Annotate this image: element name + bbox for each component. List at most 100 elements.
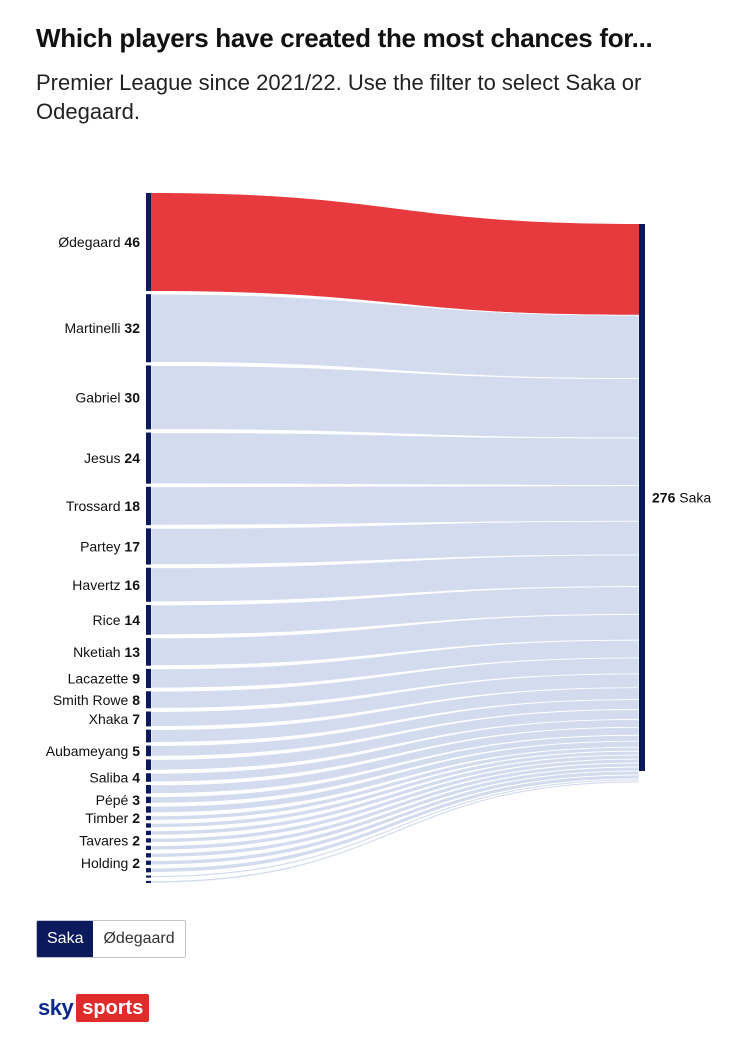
source-node xyxy=(146,745,151,757)
source-label-value: 30 xyxy=(124,389,140,405)
source-label: Jesus 24 xyxy=(84,450,140,466)
flow-link xyxy=(150,780,640,884)
sky-sports-logo: sky sports xyxy=(38,994,150,1022)
player-filter: Saka Ødegaard xyxy=(36,920,186,958)
source-label-name: Trossard xyxy=(66,498,125,514)
source-label-value: 2 xyxy=(132,810,140,826)
source-label-value: 17 xyxy=(124,538,140,554)
source-label-value: 46 xyxy=(124,234,140,250)
source-label-value: 5 xyxy=(132,743,140,759)
source-node xyxy=(146,711,151,727)
source-node xyxy=(146,838,151,843)
filter-button-odegaard[interactable]: Ødegaard xyxy=(93,921,185,957)
source-label: Rice 14 xyxy=(93,612,141,628)
source-node xyxy=(146,875,151,878)
source-label: Ødegaard 46 xyxy=(58,234,140,250)
source-label-value: 18 xyxy=(124,498,140,514)
source-label-name: Holding xyxy=(81,855,132,871)
target-label: 276 Saka xyxy=(652,490,711,506)
source-node xyxy=(146,567,151,602)
source-node xyxy=(146,823,151,828)
source-label-name: Lacazette xyxy=(68,670,133,686)
filter-button-saka[interactable]: Saka xyxy=(37,921,94,957)
source-label-value: 2 xyxy=(132,855,140,871)
target-node xyxy=(639,224,645,771)
source-label-name: Ødegaard xyxy=(58,234,124,250)
flow-link xyxy=(150,485,640,526)
source-node xyxy=(146,880,151,883)
source-label-name: Partey xyxy=(80,538,124,554)
source-label: Lacazette 9 xyxy=(68,670,141,686)
source-label-name: Havertz xyxy=(72,577,124,593)
source-label-value: 8 xyxy=(132,692,140,708)
source-node xyxy=(146,868,151,873)
source-label: Trossard 18 xyxy=(66,498,140,514)
flow-link xyxy=(151,193,639,316)
source-node xyxy=(146,773,151,782)
source-label-name: Jesus xyxy=(84,450,124,466)
source-label-name: Martinelli xyxy=(65,320,125,336)
source-label-name: Saliba xyxy=(89,770,132,786)
source-nodes xyxy=(146,193,151,883)
source-label-value: 2 xyxy=(132,832,140,848)
source-label-value: 14 xyxy=(124,612,140,628)
source-node xyxy=(146,193,151,291)
source-label-name: Smith Rowe xyxy=(53,692,132,708)
source-node xyxy=(146,668,151,689)
source-node xyxy=(146,815,151,821)
source-label: Partey 17 xyxy=(80,538,140,554)
source-label-name: Gabriel xyxy=(75,389,124,405)
source-node xyxy=(146,432,151,484)
source-label: Nketiah 13 xyxy=(73,644,140,660)
source-label: Aubameyang 5 xyxy=(46,743,140,759)
source-label-value: 32 xyxy=(124,320,140,336)
source-label: Saliba 4 xyxy=(89,770,140,786)
source-label-value: 9 xyxy=(132,670,140,686)
source-label-value: 4 xyxy=(132,770,140,786)
source-label-name: Nketiah xyxy=(73,644,124,660)
source-node xyxy=(146,806,151,813)
source-label-name: Timber xyxy=(85,810,132,826)
source-node xyxy=(146,845,151,850)
flow-link xyxy=(150,432,640,487)
source-node xyxy=(146,365,151,430)
logo-sky-text: sky xyxy=(38,995,74,1020)
target-label-name: Saka xyxy=(679,490,711,506)
chart-title: Which players have created the most chan… xyxy=(36,23,653,53)
source-label-name: Tavares xyxy=(79,832,132,848)
source-node xyxy=(146,759,151,771)
source-label: Havertz 16 xyxy=(72,577,140,593)
source-label: Pépé 3 xyxy=(96,792,141,808)
source-node xyxy=(146,830,151,836)
source-node xyxy=(146,691,151,709)
source-label-value: 16 xyxy=(124,577,140,593)
source-node xyxy=(146,605,151,635)
source-label-name: Rice xyxy=(93,612,125,628)
source-node xyxy=(146,796,151,804)
source-node xyxy=(146,486,151,526)
source-label-name: Aubameyang xyxy=(46,743,132,759)
source-node xyxy=(146,784,151,794)
source-label: Timber 2 xyxy=(85,810,140,826)
source-label: Smith Rowe 8 xyxy=(53,692,140,708)
source-label: Tavares 2 xyxy=(79,832,140,848)
source-node xyxy=(146,853,151,858)
source-label-name: Xhaka xyxy=(89,711,133,727)
source-label-value: 24 xyxy=(124,450,140,466)
source-node xyxy=(146,729,151,743)
source-node xyxy=(146,528,151,565)
flows xyxy=(150,193,640,884)
source-label-value: 3 xyxy=(132,792,140,808)
source-node xyxy=(146,294,151,363)
source-label-value: 7 xyxy=(132,711,140,727)
source-node xyxy=(146,638,151,666)
chart-subtitle: Premier League since 2021/22. Use the fi… xyxy=(36,70,642,124)
source-node xyxy=(146,860,151,865)
target-label-value: 276 xyxy=(652,490,679,506)
source-label-name: Pépé xyxy=(96,792,133,808)
source-label: Gabriel 30 xyxy=(75,389,140,405)
logo-sports-text: sports xyxy=(76,994,150,1022)
source-label: Martinelli 32 xyxy=(65,320,141,336)
source-label: Holding 2 xyxy=(81,855,140,871)
